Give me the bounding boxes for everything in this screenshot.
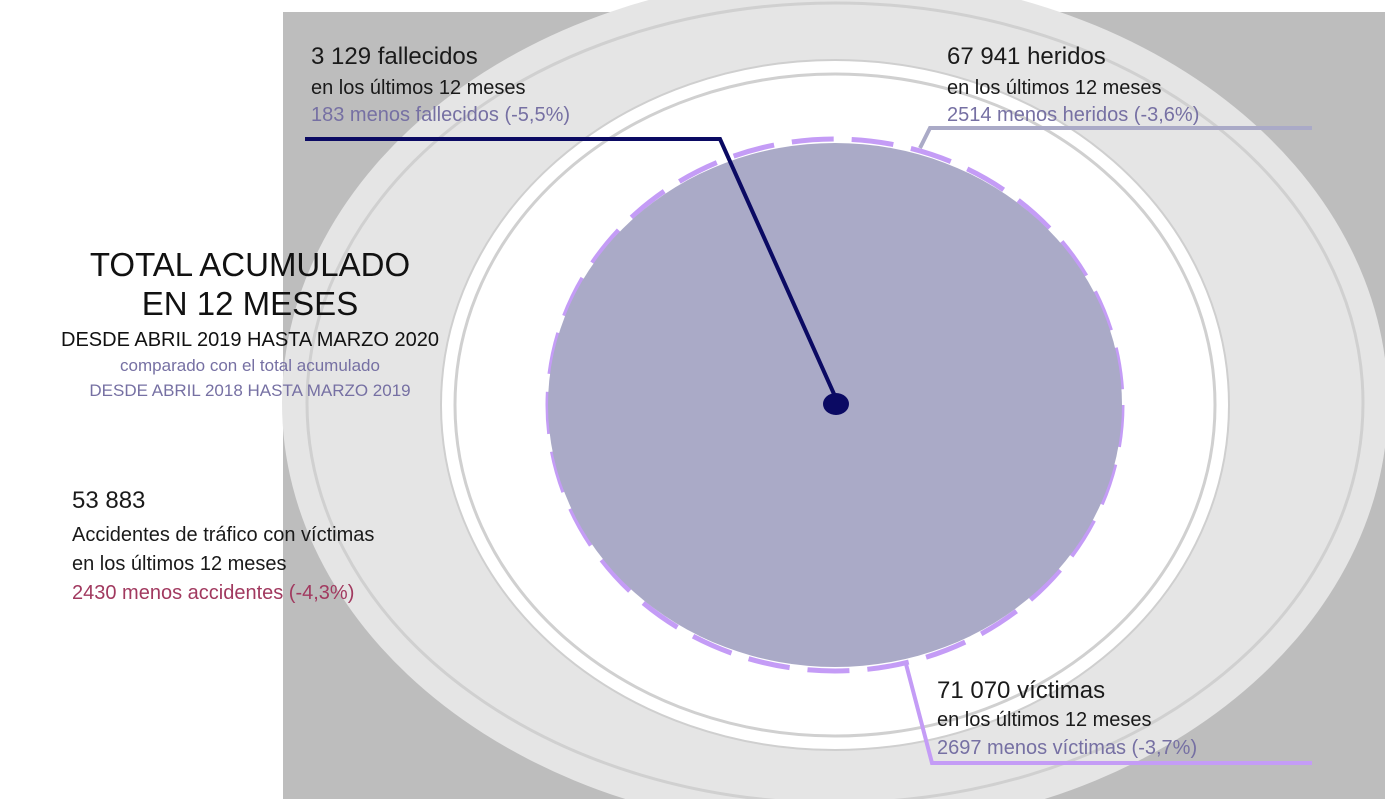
heridos-callout-line: [918, 126, 1312, 149]
victimas-value: 71 070 víctimas: [937, 677, 1106, 704]
summary-compare-line2: DESDE ABRIL 2018 HASTA MARZO 2019: [89, 381, 411, 400]
fallecidos-change: 183 menos fallecidos (-5,5%): [311, 104, 571, 126]
victimas-period: en los últimos 12 meses: [937, 709, 1152, 731]
fallecidos-value: 3 129 fallecidos: [311, 43, 478, 70]
heridos-change: 2514 menos heridos (-3,6%): [947, 104, 1200, 126]
summary-title-line2: EN 12 MESES: [141, 285, 359, 322]
accidentes-label: Accidentes de tráfico con víctimas: [72, 524, 375, 546]
fallecidos-dot: [823, 393, 849, 415]
fallecidos-period: en los últimos 12 meses: [311, 77, 526, 99]
summary-period: DESDE ABRIL 2019 HASTA MARZO 2020: [61, 329, 439, 351]
accidentes-value: 53 883: [72, 487, 146, 514]
inner-ring-outline: [453, 72, 1217, 738]
victimas-change: 2697 menos víctimas (-3,7%): [937, 737, 1198, 759]
accidentes-change: 2430 menos accidentes (-4,3%): [72, 582, 355, 604]
fallecidos-callout-line: [305, 137, 836, 395]
outer-ring-outline: [305, 1, 1365, 799]
victimas-callout-line: [904, 663, 1312, 765]
heridos-value: 67 941 heridos: [947, 43, 1106, 70]
heridos-period: en los últimos 12 meses: [947, 77, 1162, 99]
accidentes-period: en los últimos 12 meses: [72, 553, 287, 575]
summary-compare-line1: comparado con el total acumulado: [120, 356, 380, 375]
summary-title-line1: TOTAL ACUMULADO: [89, 246, 411, 283]
